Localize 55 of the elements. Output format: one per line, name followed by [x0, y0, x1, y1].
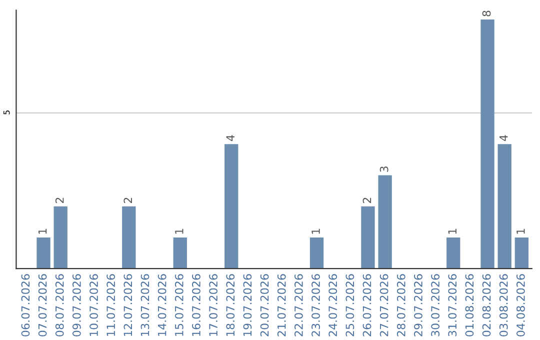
x-tick-label: 18.07.2026 [226, 274, 235, 336]
bar [36, 237, 50, 269]
x-tick-label: 25.07.2026 [346, 274, 354, 336]
data-label: 8 [482, 10, 491, 16]
x-tick-label: 04.08.2026 [516, 274, 525, 336]
x-tick-label: 23.07.2026 [312, 274, 320, 336]
x-tick-label: 06.07.2026 [21, 274, 30, 336]
x-tick-label: 15.07.2026 [174, 274, 184, 336]
x-tick-label: 28.07.2026 [396, 274, 406, 336]
bar [378, 175, 392, 269]
data-label: 4 [500, 135, 508, 142]
x-tick-label: 02.08.2026 [482, 274, 491, 336]
x-tick-label: 24.07.2026 [328, 274, 338, 336]
x-tick-label: 12.07.2026 [124, 274, 132, 336]
x-tick-label: 10.07.2026 [90, 274, 98, 336]
bar [224, 144, 238, 269]
y-tick-label: 5 [4, 110, 10, 114]
x-tick-label: 14.07.2026 [158, 274, 166, 336]
data-label: 1 [516, 228, 525, 234]
bar [446, 237, 460, 269]
x-tick-label: 30.07.2026 [431, 274, 440, 336]
x-tick-label: 22.07.2026 [294, 274, 303, 336]
x-tick-label: 07.07.2026 [38, 274, 47, 336]
data-label: 2 [124, 198, 132, 204]
x-tick-label: 31.07.2026 [448, 274, 457, 336]
x-tick-label: 26.07.2026 [362, 274, 372, 336]
data-label: 1 [175, 228, 184, 234]
data-label: 1 [38, 228, 47, 234]
data-label: 1 [312, 228, 320, 234]
data-label: 4 [226, 135, 234, 142]
x-tick-label: 13.07.2026 [140, 274, 150, 336]
bar [361, 206, 375, 269]
data-label: 1 [448, 228, 456, 234]
data-label: 3 [380, 166, 388, 172]
x-tick-label: 08.07.2026 [55, 274, 64, 336]
bar [122, 206, 136, 269]
x-tick-label: 19.07.2026 [243, 274, 252, 336]
data-label: 2 [55, 198, 64, 204]
bar [173, 237, 187, 269]
x-tick-label: 09.07.2026 [72, 274, 81, 336]
data-label: 2 [362, 198, 372, 204]
x-tick-label: 29.07.2026 [414, 274, 422, 336]
x-tick-label: 03.08.2026 [499, 274, 508, 336]
x-tick-label: 21.07.2026 [277, 274, 286, 336]
x-tick-label: 16.07.2026 [192, 274, 200, 336]
bar [480, 20, 494, 269]
bar [498, 144, 512, 269]
bar [310, 237, 324, 269]
x-tick-label: 27.07.2026 [380, 274, 388, 336]
bar [514, 237, 528, 269]
x-tick-label: 17.07.2026 [209, 274, 218, 336]
x-tick-label: 20.07.2026 [260, 274, 269, 336]
x-tick-label: 01.08.2026 [465, 274, 474, 336]
bar [54, 206, 68, 269]
x-tick-label: 11.07.2026 [106, 274, 116, 336]
